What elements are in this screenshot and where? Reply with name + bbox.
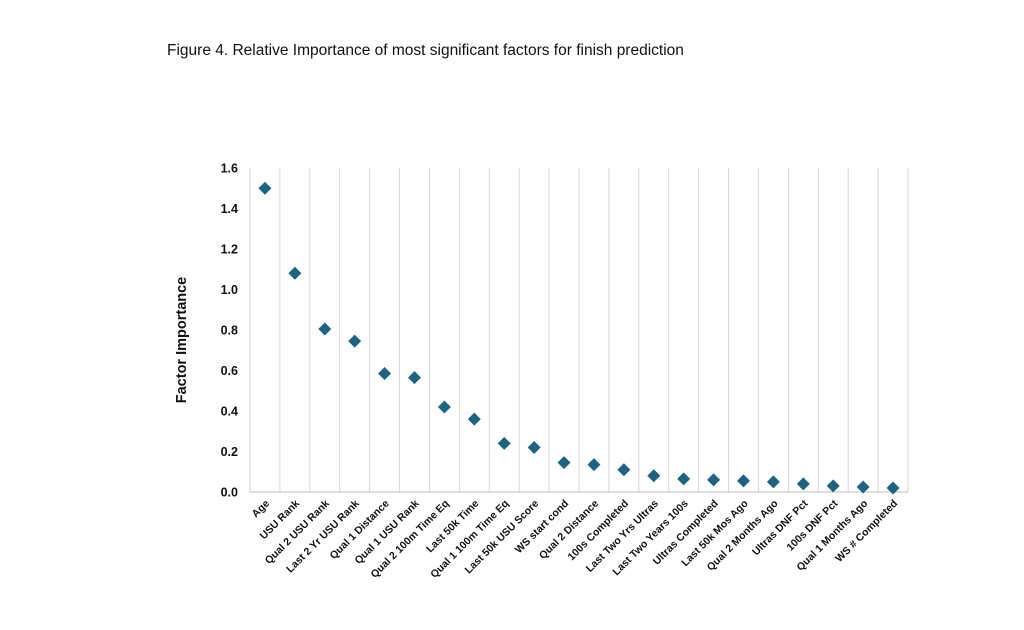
data-point-marker — [497, 436, 511, 450]
data-point-marker — [737, 474, 750, 488]
y-tick-label: 0.6 — [221, 364, 238, 378]
y-tick-label: 0.0 — [221, 486, 238, 500]
data-point-marker — [677, 472, 691, 486]
data-point-marker — [467, 412, 481, 426]
grid-lines — [249, 168, 909, 492]
y-tick-label: 1.6 — [221, 162, 238, 176]
y-tick-label: 0.4 — [221, 405, 238, 419]
y-axis-label: Factor Importance — [174, 277, 190, 404]
data-point-marker — [826, 479, 840, 493]
y-tick-label: 0.2 — [221, 445, 238, 459]
data-point-marker — [617, 463, 631, 477]
data-point-marker — [557, 456, 571, 470]
data-point-marker — [318, 322, 332, 336]
y-tick-label: 1.0 — [221, 283, 238, 297]
figure-caption: Figure 4. Relative Importance of most si… — [167, 42, 684, 59]
data-point-marker — [348, 334, 362, 348]
data-point-marker — [647, 469, 661, 483]
y-tick-label: 0.8 — [221, 324, 238, 338]
data-point-marker — [378, 367, 392, 381]
data-point-marker — [766, 475, 780, 489]
data-points — [258, 181, 900, 495]
data-point-marker — [886, 481, 900, 495]
data-point-marker — [796, 477, 810, 491]
data-point-marker — [707, 473, 721, 487]
data-point-marker — [288, 266, 302, 280]
data-point-marker — [258, 181, 272, 195]
y-tick-label: 1.4 — [221, 202, 238, 216]
y-axis-tick-labels: 0.0 0.2 0.4 0.6 0.8 1.0 1.2 1.4 1.6 — [221, 162, 238, 500]
data-point-marker — [408, 371, 421, 385]
data-point-marker — [587, 458, 601, 472]
data-point-marker — [527, 440, 541, 454]
x-tick-label: Age — [250, 498, 273, 521]
y-tick-label: 1.2 — [221, 243, 238, 257]
data-point-marker — [437, 400, 451, 414]
data-point-marker — [856, 480, 870, 494]
